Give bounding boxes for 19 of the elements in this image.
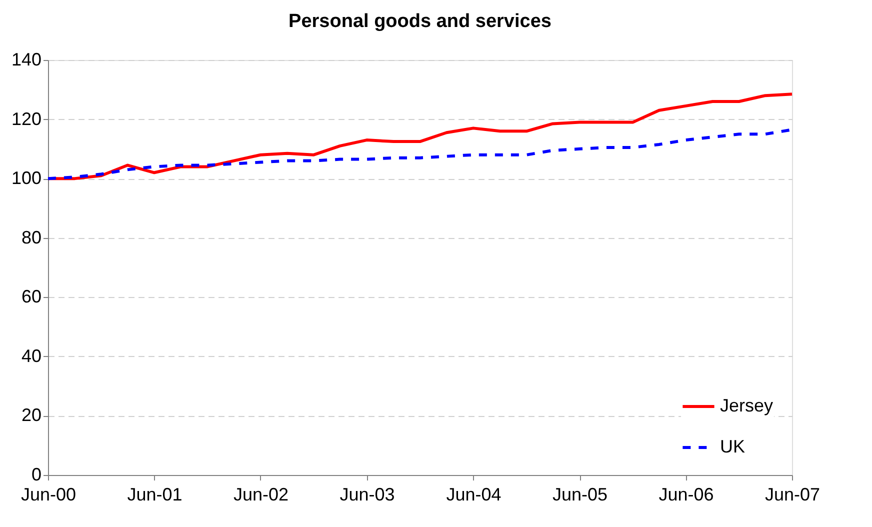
y-tick-label: 80	[21, 227, 42, 248]
y-tick-label: 120	[11, 108, 42, 129]
x-tick-label: Jun-04	[446, 484, 502, 504]
y-tick-label: 0	[31, 464, 42, 484]
x-tick-label: Jun-05	[552, 484, 608, 504]
y-tick-label: 100	[11, 168, 42, 188]
y-tick-label: 20	[21, 405, 42, 426]
x-tick-label: Jun-07	[764, 484, 820, 504]
x-tick-label: Jun-03	[340, 484, 395, 504]
y-tick-label: 60	[21, 286, 42, 307]
legend-label: Jersey	[720, 396, 774, 416]
chart-title: Personal goods and services	[288, 11, 552, 32]
x-tick-label: Jun-01	[127, 484, 182, 504]
x-tick-label: Jun-02	[233, 484, 289, 504]
y-tick-label: 40	[21, 346, 42, 366]
legend-label: UK	[720, 436, 746, 456]
y-tick-label: 140	[11, 50, 42, 70]
x-tick-label: Jun-06	[658, 484, 714, 504]
x-tick-label: Jun-00	[20, 484, 76, 504]
